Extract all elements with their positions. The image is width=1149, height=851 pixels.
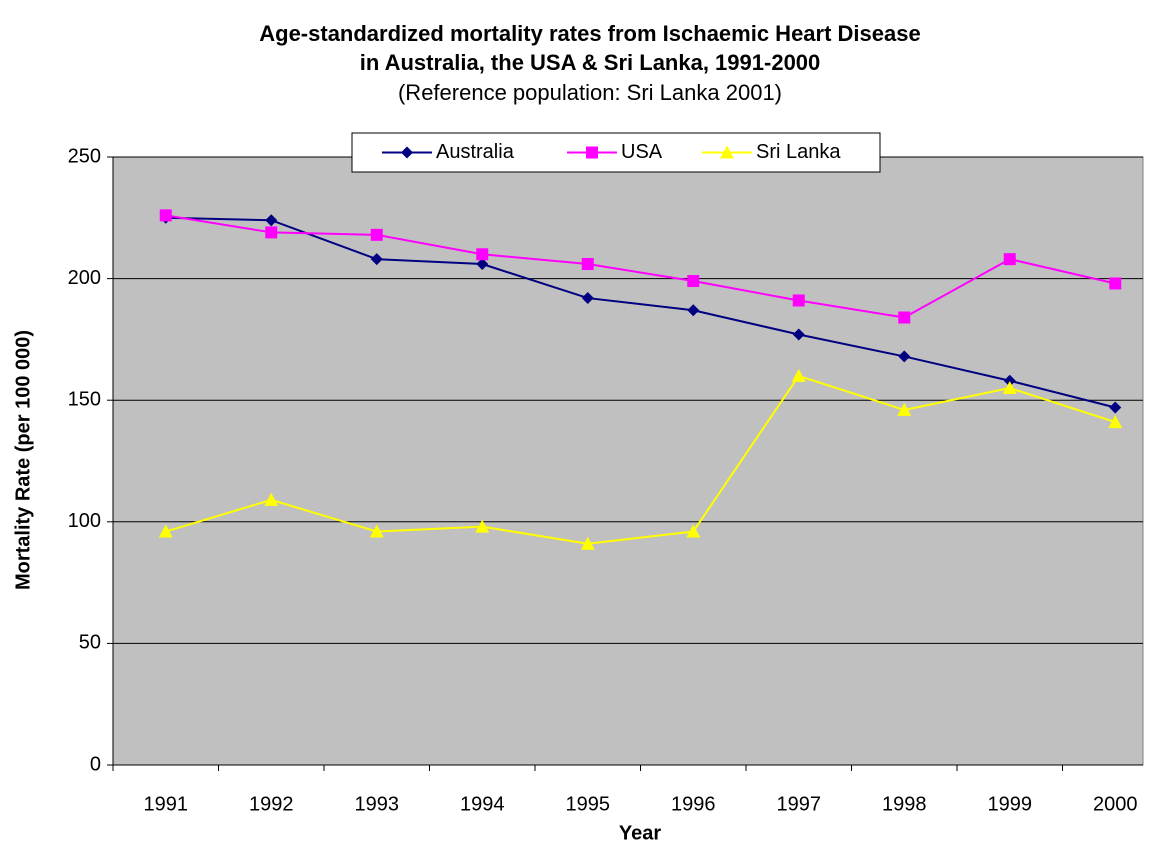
series-line	[165, 374, 1116, 545]
marker	[580, 536, 595, 550]
legend-label: Australia	[436, 141, 515, 163]
marker	[265, 214, 278, 227]
marker	[1109, 277, 1122, 290]
marker	[791, 368, 806, 382]
marker	[369, 524, 384, 538]
legend-label: USA	[621, 141, 663, 163]
marker	[1002, 381, 1017, 395]
x-tick-label: 1991	[144, 793, 189, 815]
marker	[581, 292, 594, 305]
marker	[1108, 415, 1123, 429]
y-axis-label: Mortality Rate (per 100 000)	[12, 330, 34, 590]
chart-title: in Australia, the USA & Sri Lanka, 1991-…	[360, 50, 821, 75]
marker	[370, 228, 383, 241]
marker	[581, 258, 594, 271]
marker	[686, 524, 701, 538]
marker	[265, 226, 278, 239]
series-line	[165, 216, 1116, 409]
marker	[475, 519, 490, 533]
chart-subtitle: (Reference population: Sri Lanka 2001)	[398, 80, 782, 105]
x-tick-label: 2000	[1093, 793, 1138, 815]
x-axis-label: Year	[619, 822, 661, 844]
marker	[897, 402, 912, 416]
marker	[1003, 253, 1016, 266]
marker	[476, 248, 489, 261]
marker	[687, 275, 700, 288]
y-tick-label: 150	[68, 388, 101, 410]
marker	[158, 524, 173, 538]
plot-area	[112, 156, 1144, 766]
marker	[264, 492, 279, 506]
marker	[1003, 374, 1016, 387]
marker	[401, 146, 413, 159]
series-line	[165, 214, 1116, 319]
y-tick-label: 200	[68, 267, 101, 289]
x-tick-label: 1998	[882, 793, 927, 815]
marker	[476, 258, 489, 271]
marker	[792, 328, 805, 341]
marker	[792, 294, 805, 307]
marker	[898, 350, 911, 363]
y-tick-label: 100	[68, 510, 101, 532]
legend-label: Sri Lanka	[756, 141, 841, 163]
marker	[898, 311, 911, 324]
marker	[370, 253, 383, 266]
marker	[687, 304, 700, 317]
x-tick-label: 1993	[355, 793, 400, 815]
chart-title: Age-standardized mortality rates from Is…	[259, 21, 920, 46]
x-tick-label: 1999	[988, 793, 1033, 815]
x-tick-label: 1997	[777, 793, 822, 815]
marker	[1109, 401, 1122, 414]
y-tick-label: 0	[90, 753, 101, 775]
x-tick-label: 1996	[671, 793, 716, 815]
x-tick-label: 1995	[566, 793, 611, 815]
y-tick-label: 50	[79, 632, 101, 654]
marker	[586, 146, 598, 159]
marker	[159, 209, 172, 222]
marker	[720, 145, 734, 159]
y-tick-label: 250	[68, 145, 101, 167]
x-tick-label: 1994	[460, 793, 505, 815]
x-tick-label: 1992	[249, 793, 294, 815]
